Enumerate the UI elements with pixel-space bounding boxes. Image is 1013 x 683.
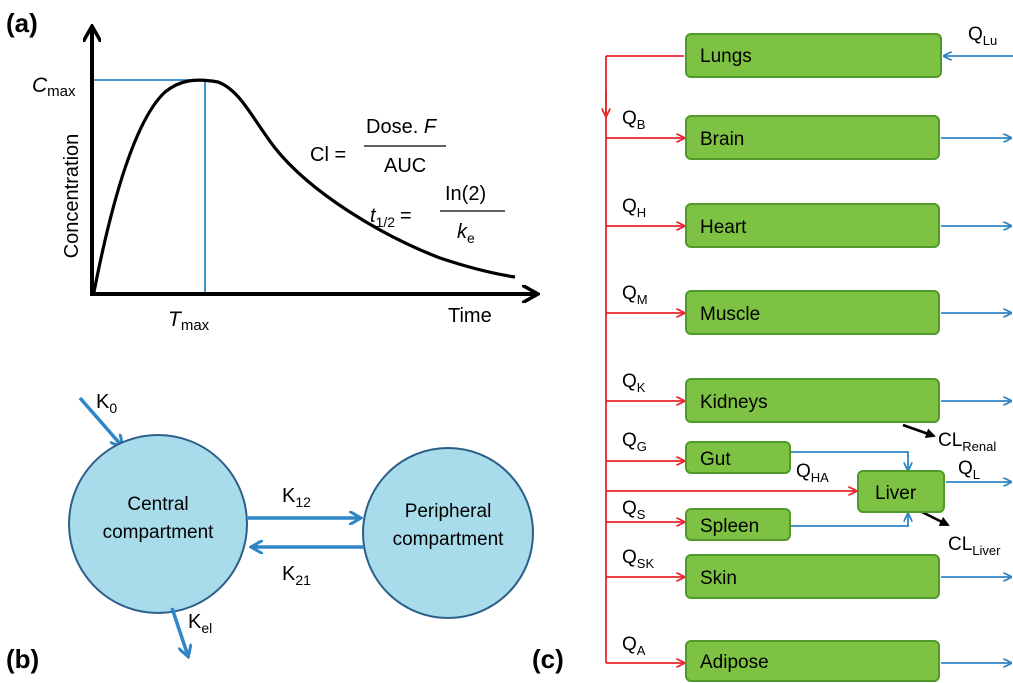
peripheral-label-1: Peripheral bbox=[405, 501, 492, 522]
q-b-label: QB bbox=[622, 108, 645, 132]
k0-arrow bbox=[78, 396, 122, 446]
organ-spleen-label: Spleen bbox=[700, 516, 759, 537]
q-k-label: QK bbox=[622, 371, 646, 395]
organ-brain bbox=[685, 115, 940, 160]
panel-b-label: (b) bbox=[6, 644, 39, 674]
cmax-label: Cmax bbox=[32, 74, 76, 100]
organ-lungs-label: Lungs bbox=[700, 46, 752, 67]
k0-label: K0 bbox=[96, 391, 117, 416]
clearance-formula: Cl = Dose. F AUC bbox=[310, 116, 446, 177]
peripheral-label-2: compartment bbox=[393, 529, 505, 550]
q-l-label: QL bbox=[958, 458, 980, 482]
panel-b: (b) K0 Central compartment Peripheral co… bbox=[6, 391, 534, 674]
gut-to-liver bbox=[790, 451, 908, 470]
organ-gut bbox=[685, 441, 791, 474]
panel-c: (c) Lungs Brain bbox=[532, 24, 1013, 682]
q-h-label: QH bbox=[622, 196, 646, 220]
cl-lhs: Cl = bbox=[310, 144, 346, 166]
cl-liver-label: CLLiver bbox=[948, 534, 1001, 558]
organ-skin bbox=[685, 554, 940, 599]
central-label-1: Central bbox=[127, 494, 188, 515]
organ-brain-label: Brain bbox=[700, 129, 744, 150]
organ-gut-label: Gut bbox=[700, 449, 731, 470]
k12-label: K12 bbox=[282, 485, 311, 510]
organ-muscle bbox=[685, 290, 940, 335]
tmax-label: Tmax bbox=[168, 308, 210, 334]
organ-kidneys bbox=[685, 378, 940, 423]
organ-kidneys-label: Kidneys bbox=[700, 392, 768, 413]
liver-clearance-arrow bbox=[921, 510, 950, 527]
kel-arrow bbox=[170, 607, 188, 656]
organ-lungs bbox=[685, 33, 942, 78]
thalf-numerator: In(2) bbox=[445, 183, 486, 205]
panel-c-label: (c) bbox=[532, 644, 564, 674]
organ-spleen bbox=[685, 508, 791, 541]
q-lu-label: QLu bbox=[968, 24, 997, 48]
q-a-label: QA bbox=[622, 634, 646, 658]
thalf-denominator: ke bbox=[457, 221, 475, 246]
k21-label: K21 bbox=[282, 563, 311, 588]
cl-denominator: AUC bbox=[384, 155, 426, 177]
central-compartment bbox=[68, 434, 248, 614]
cl-numerator: Dose. F bbox=[366, 116, 438, 138]
half-life-formula: t1/2 = In(2) ke bbox=[370, 183, 505, 246]
renal-clearance-arrow bbox=[902, 423, 936, 439]
panel-a-label: (a) bbox=[6, 8, 38, 38]
central-label-2: compartment bbox=[103, 522, 215, 543]
q-g-label: QG bbox=[622, 430, 647, 454]
organ-liver bbox=[857, 470, 945, 513]
y-axis-label: Concentration bbox=[61, 134, 83, 259]
thalf-lhs: t1/2 = bbox=[370, 205, 412, 230]
organ-liver-label: Liver bbox=[875, 483, 917, 504]
q-sk-label: QSK bbox=[622, 547, 654, 571]
panel-a: (a) Concentration Time Cmax Tmax Cl = Do… bbox=[6, 8, 536, 334]
kel-label: Kel bbox=[188, 611, 212, 636]
organ-heart-label: Heart bbox=[700, 217, 747, 238]
cl-renal-label: CLRenal bbox=[938, 430, 996, 454]
q-m-label: QM bbox=[622, 283, 648, 307]
q-ha-label: QHA bbox=[796, 461, 829, 485]
x-axis-label: Time bbox=[448, 305, 492, 327]
peripheral-compartment bbox=[362, 447, 534, 619]
spleen-to-liver bbox=[790, 514, 908, 527]
organ-adipose-label: Adipose bbox=[700, 652, 769, 673]
organ-heart bbox=[685, 203, 940, 248]
organ-muscle-label: Muscle bbox=[700, 304, 760, 325]
organ-skin-label: Skin bbox=[700, 568, 737, 589]
organ-adipose bbox=[685, 640, 940, 682]
q-s-label: QS bbox=[622, 498, 646, 522]
concentration-curve bbox=[92, 78, 516, 293]
